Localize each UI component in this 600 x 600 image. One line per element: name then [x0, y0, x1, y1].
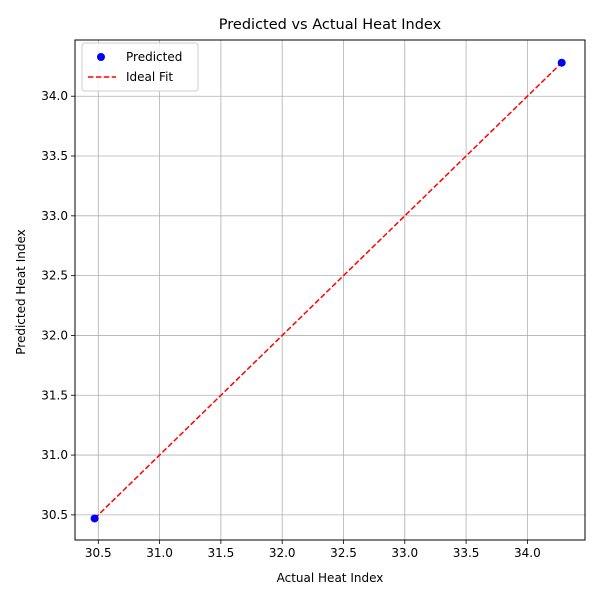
x-tick-label: 32.5 [330, 546, 357, 560]
x-tick-label: 31.0 [146, 546, 173, 560]
y-tick-label: 32.5 [41, 269, 68, 283]
legend: Predicted Ideal Fit [81, 42, 199, 92]
y-axis-ticks: 30.5 31.0 31.5 32.0 32.5 33.0 33.5 34.0 [41, 89, 75, 522]
y-tick-label: 33.5 [41, 149, 68, 163]
y-tick-label: 33.0 [41, 209, 68, 223]
grid [75, 40, 585, 540]
x-tick-label: 31.5 [208, 546, 235, 560]
chart-title: Predicted vs Actual Heat Index [219, 17, 442, 33]
y-axis-label: Predicted Heat Index [14, 229, 28, 354]
predicted-point [557, 58, 566, 67]
legend-label-predicted: Predicted [126, 50, 182, 64]
y-tick-label: 32.0 [41, 328, 68, 342]
y-tick-label: 34.0 [41, 89, 68, 103]
y-tick-label: 31.0 [41, 448, 68, 462]
plot-frame [74, 39, 586, 541]
y-tick-label: 31.5 [41, 388, 68, 402]
x-axis-ticks: 30.5 31.0 31.5 32.0 32.5 33.0 33.5 34.0 [85, 540, 541, 560]
x-tick-label: 33.0 [391, 546, 418, 560]
legend-box [81, 42, 199, 92]
x-tick-label: 33.5 [453, 546, 480, 560]
legend-label-ideal-fit: Ideal Fit [126, 70, 173, 84]
ideal-fit-line [94, 62, 563, 520]
x-tick-label: 32.0 [269, 546, 296, 560]
legend-marker-predicted [97, 53, 105, 61]
x-tick-label: 30.5 [85, 546, 112, 560]
series-layer [90, 58, 566, 523]
x-axis-label: Actual Heat Index [277, 571, 384, 585]
x-tick-label: 34.0 [514, 546, 541, 560]
y-tick-label: 30.5 [41, 508, 68, 522]
predicted-point [90, 514, 99, 523]
